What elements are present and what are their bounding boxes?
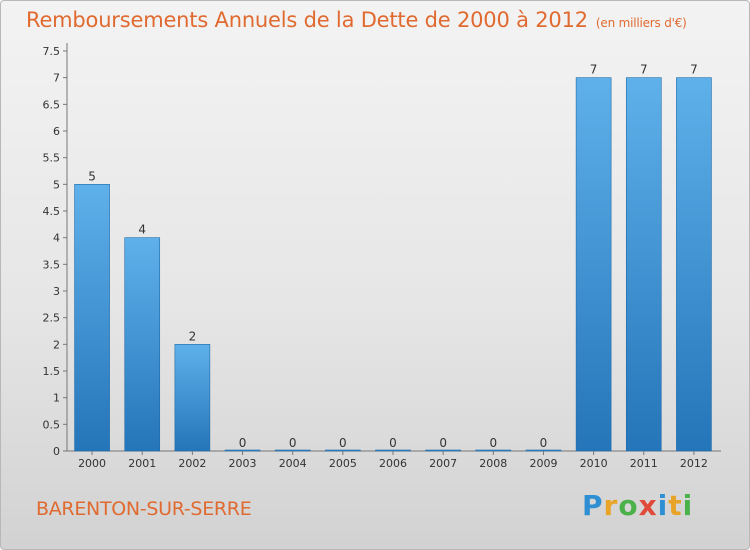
chart-title-text: Remboursements Annuels de la Dette de 20… (26, 8, 588, 32)
logo-letter: P (582, 489, 604, 522)
bar-2012 (676, 77, 712, 452)
y-tick-label: 2 (53, 338, 60, 351)
y-tick-label: 6.5 (43, 98, 61, 111)
data-label-2010: 7 (590, 63, 598, 77)
bar-2010 (575, 77, 612, 452)
data-label-2009: 0 (540, 436, 548, 450)
y-tick-label: 4.5 (43, 205, 61, 218)
y-tick-label: 6 (53, 125, 60, 138)
data-label-2008: 0 (489, 436, 497, 450)
logo-letter: x (638, 489, 658, 522)
data-label-2006: 0 (389, 436, 397, 450)
logo-letter: o (618, 489, 639, 522)
bar-2000 (74, 184, 110, 452)
data-label-2001: 4 (138, 223, 146, 237)
y-tick-label: 7.5 (43, 45, 61, 58)
chart-unit: (en milliers d'€) (595, 16, 687, 30)
bar-2009 (525, 449, 562, 452)
y-tick-label: 4 (53, 232, 60, 245)
data-label-2002: 2 (189, 329, 197, 343)
data-label-2000: 5 (88, 169, 96, 183)
bar-2011 (625, 77, 662, 452)
bar-2005 (325, 449, 361, 452)
y-tick-label: 5 (53, 178, 60, 191)
bar-2008 (475, 449, 512, 452)
bar-2003 (224, 449, 261, 452)
y-tick-label: 0.5 (43, 418, 61, 431)
x-tick-label: 2009 (529, 457, 557, 470)
y-tick-label: 7 (53, 72, 60, 85)
data-label-2011: 7 (640, 63, 648, 77)
bar-2002 (174, 344, 211, 452)
logo-letter: i (657, 489, 669, 522)
logo-letter: i (682, 489, 694, 522)
data-label-2007: 0 (439, 436, 447, 450)
x-tick-label: 2003 (229, 457, 257, 470)
x-tick-label: 2011 (630, 457, 658, 470)
y-tick-label: 3 (53, 285, 60, 298)
x-tick-label: 2008 (479, 457, 507, 470)
x-tick-label: 2007 (429, 457, 457, 470)
y-tick-label: 5.5 (43, 152, 61, 165)
bar-2006 (375, 449, 411, 452)
logo-letter: t (668, 489, 683, 522)
data-label-2012: 7 (690, 63, 698, 77)
y-tick-label: 1 (53, 392, 60, 405)
data-label-2003: 0 (239, 436, 247, 450)
y-tick-label: 3.5 (43, 258, 61, 271)
x-tick-label: 2012 (680, 457, 708, 470)
data-label-2004: 0 (289, 436, 297, 450)
chart-title: Remboursements Annuels de la Dette de 20… (26, 8, 687, 32)
y-tick-label: 0 (53, 445, 60, 458)
bar-2004 (274, 449, 311, 452)
logo-letter: r (603, 489, 619, 522)
x-tick-label: 2006 (379, 457, 407, 470)
x-tick-label: 2004 (279, 457, 307, 470)
x-tick-label: 2001 (128, 457, 156, 470)
bar-2007 (425, 449, 461, 452)
x-tick-label: 2005 (329, 457, 357, 470)
x-tick-label: 2000 (78, 457, 106, 470)
bar-2001 (124, 237, 161, 452)
y-tick-label: 1.5 (43, 365, 61, 378)
proxiti-logo: Proxiti (582, 489, 693, 522)
data-label-2005: 0 (339, 436, 347, 450)
x-tick-label: 2002 (178, 457, 206, 470)
commune-name: BARENTON-SUR-SERRE (36, 498, 252, 520)
y-tick-label: 2.5 (43, 312, 61, 325)
x-tick-label: 2010 (580, 457, 608, 470)
